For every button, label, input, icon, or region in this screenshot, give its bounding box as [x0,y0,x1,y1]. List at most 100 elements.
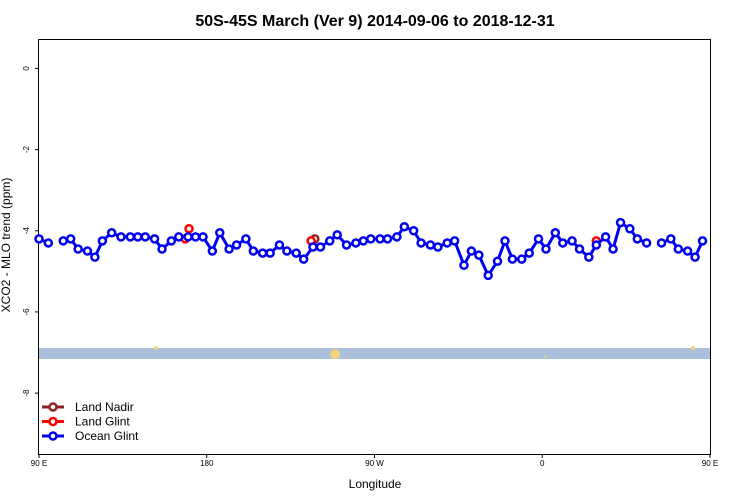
data-point [449,236,460,246]
data-point [625,223,635,234]
legend-marker [48,431,58,441]
data-point [298,254,309,264]
data-point [97,236,108,246]
data-point [541,244,551,254]
data-point [282,246,292,256]
series-layer [34,217,708,281]
data-point [358,236,369,246]
data-point [591,240,602,250]
data-point [375,234,385,244]
land-band-marker [544,356,546,358]
data-point [673,244,684,254]
data-point [425,240,436,250]
x-axis-label: Longitude [349,477,402,491]
legend-label: Land Glint [75,415,130,429]
data-point [82,246,93,256]
data-point [315,242,326,252]
data-point [184,223,194,234]
land-band-marker [154,346,158,350]
data-point [224,244,234,254]
data-point [215,228,225,238]
data-point [190,232,201,242]
data-point [332,230,342,240]
data-point [608,244,618,254]
land-band-marker [330,349,340,359]
data-point [483,270,493,281]
data-point [666,234,676,244]
data-point [567,236,577,246]
legend-marker [48,402,58,412]
x-tick-label: 90 E [702,459,718,468]
data-point [116,232,126,242]
data-point [231,240,242,250]
data-point [106,228,117,238]
data-point [248,246,259,256]
x-tick-label: 180 [200,459,214,468]
data-point [632,234,643,244]
data-point [533,234,544,244]
data-point [207,246,218,256]
data-point [656,238,667,248]
data-point [682,246,693,256]
data-point [291,248,301,258]
data-point [584,252,594,262]
data-point [600,232,611,242]
data-point [524,248,534,258]
data-point [433,242,443,252]
data-point [382,234,393,244]
data-point [516,254,527,264]
data-point [474,250,484,260]
data-point [157,244,167,254]
data-point [241,234,251,244]
data-point [325,236,335,246]
series-ocean-glint [34,217,708,281]
data-point [459,260,469,271]
y-tick-label: -8 [22,389,31,397]
x-tick-label: 0 [540,459,545,468]
data-point [166,236,177,246]
land-band-markers [154,346,695,359]
data-point [351,238,361,248]
y-tick-label: 0 [22,66,31,71]
data-point [58,236,68,246]
y-tick-label: -2 [22,145,31,153]
data-point [308,242,318,252]
data-point [641,238,652,248]
land-band [39,348,710,359]
data-point [34,234,44,244]
data-point [265,248,275,258]
legend-marker [48,416,58,427]
land-band-marker [691,346,695,350]
data-point [65,234,76,244]
data-point [133,232,143,242]
data-point [697,236,708,246]
data-point [408,226,419,236]
data-point [574,244,585,254]
y-tick-label: -6 [22,308,31,316]
y-axis: 0 -2 -4 -6 -8 [22,66,39,397]
data-point [500,236,510,246]
data-point [257,248,268,258]
data-point [399,221,410,232]
data-point [174,232,184,242]
data-point [274,240,285,250]
data-point [43,238,54,248]
data-point [341,240,352,250]
x-tick-label: 90 E [31,459,47,468]
legend-label: Ocean Glint [75,429,139,443]
legend-label: Land Nadir [75,400,134,414]
data-point [125,232,136,242]
data-point [558,238,568,248]
data-point [366,234,376,244]
data-point [507,254,518,264]
y-tick-label: -4 [22,227,31,235]
chart-title: 50S-45S March (Ver 9) 2014-09-06 to 2018… [195,13,554,30]
data-point [442,238,452,248]
data-point [149,234,160,244]
data-point [416,238,426,248]
y-axis-label: XCO2 - MLO trend (ppm) [0,178,13,313]
data-point [466,246,477,256]
x-axis: 90 E 180 90 W 0 90 E [31,454,718,468]
